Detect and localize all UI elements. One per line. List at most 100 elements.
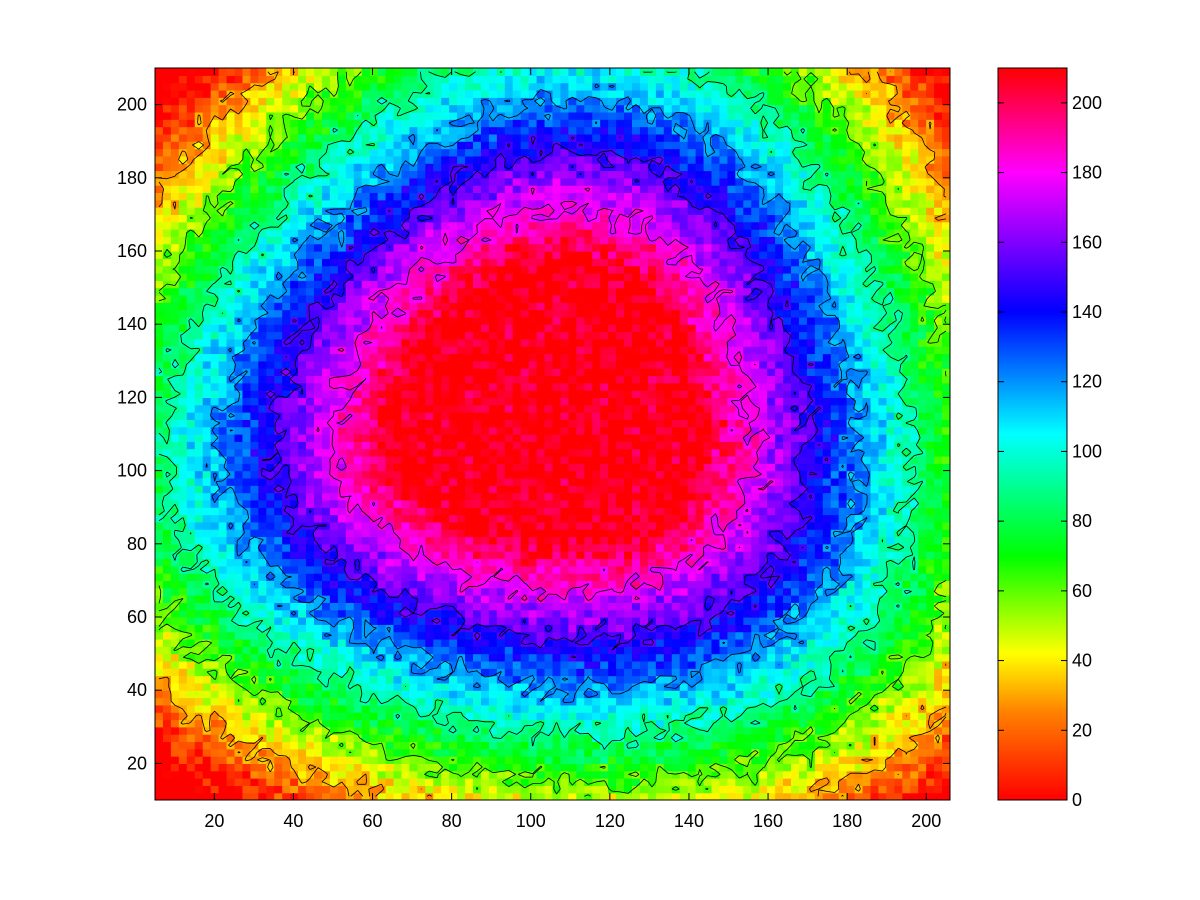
- heatmap-cell: [806, 587, 816, 596]
- heatmap-cell: [775, 624, 784, 633]
- heatmap-cell: [242, 551, 251, 560]
- heatmap-cell: [504, 448, 514, 457]
- heatmap-cell: [194, 792, 204, 800]
- heatmap-cell: [759, 609, 768, 618]
- heatmap-cell: [425, 470, 434, 479]
- heatmap-cell: [417, 653, 426, 662]
- heatmap-cell: [178, 690, 188, 699]
- heatmap-cell: [830, 653, 840, 662]
- heatmap-cell: [576, 602, 585, 611]
- heatmap-cell: [576, 448, 585, 457]
- heatmap-cell: [480, 609, 490, 618]
- heatmap-cell: [719, 521, 728, 530]
- heatmap-cell: [433, 543, 442, 552]
- heatmap-cell: [337, 558, 347, 567]
- heatmap-cell: [608, 551, 617, 560]
- heatmap-cell: [465, 536, 474, 545]
- heatmap-cell: [369, 638, 379, 647]
- heatmap-cell: [616, 682, 625, 691]
- heatmap-cell: [306, 617, 315, 625]
- heatmap-cell: [568, 448, 577, 457]
- heatmap-cell: [663, 785, 673, 794]
- heatmap-cell: [314, 543, 323, 552]
- heatmap-cell: [218, 507, 228, 516]
- heatmap-cell: [290, 682, 299, 691]
- heatmap-cell: [568, 499, 577, 508]
- heatmap-cell: [711, 638, 721, 647]
- heatmap-cell: [814, 785, 824, 794]
- heatmap-cell: [918, 609, 927, 618]
- heatmap-cell: [608, 697, 617, 706]
- heatmap-cell: [473, 551, 482, 560]
- heatmap-cell: [329, 675, 339, 684]
- heatmap-cell: [441, 536, 450, 545]
- heatmap-cell: [655, 646, 665, 655]
- heatmap-cell: [703, 770, 713, 779]
- heatmap-cell: [544, 617, 554, 625]
- heatmap-cell: [449, 477, 458, 486]
- heatmap-cell: [473, 609, 482, 618]
- heatmap-cell: [942, 499, 950, 508]
- heatmap-cell: [544, 602, 554, 611]
- heatmap-cell: [329, 763, 339, 772]
- heatmap-cell: [194, 690, 204, 699]
- heatmap-cell: [695, 778, 705, 786]
- heatmap-cell: [727, 602, 736, 611]
- heatmap-cell: [202, 704, 212, 713]
- heatmap-cell: [624, 756, 633, 764]
- heatmap-cell: [791, 595, 800, 603]
- heatmap-cell: [528, 712, 538, 721]
- heatmap-cell: [846, 580, 856, 589]
- heatmap-cell: [830, 726, 840, 735]
- heatmap-cell: [735, 763, 744, 772]
- heatmap-cell: [632, 551, 641, 560]
- heatmap-cell: [632, 726, 641, 735]
- heatmap-cell: [624, 646, 633, 655]
- heatmap-cell: [592, 565, 601, 574]
- heatmap-cell: [934, 521, 943, 530]
- heatmap-cell: [210, 704, 220, 713]
- heatmap-cell: [337, 565, 347, 574]
- heatmap-cell: [393, 682, 403, 691]
- heatmap-cell: [274, 785, 283, 794]
- heatmap-cell: [608, 653, 617, 662]
- heatmap-cell: [202, 551, 212, 560]
- heatmap-cell: [600, 763, 609, 772]
- heatmap-cell: [337, 507, 347, 516]
- heatmap-cell: [759, 675, 768, 684]
- heatmap-cell: [870, 580, 880, 589]
- heatmap-cell: [886, 653, 895, 662]
- heatmap-cell: [767, 551, 776, 560]
- heatmap-cell: [337, 448, 347, 457]
- heatmap-cell: [337, 770, 347, 779]
- heatmap-cell: [306, 434, 315, 442]
- heatmap-cell: [194, 595, 204, 603]
- heatmap-cell: [417, 778, 426, 786]
- heatmap-cell: [743, 778, 752, 786]
- heatmap-cell: [314, 697, 323, 706]
- heatmap-cell: [218, 741, 228, 750]
- heatmap-cell: [632, 521, 641, 530]
- heatmap-cell: [846, 668, 856, 677]
- heatmap-cell: [783, 785, 792, 794]
- heatmap-cell: [894, 492, 903, 501]
- heatmap-cell: [242, 587, 251, 596]
- heatmap-cell: [910, 492, 919, 501]
- heatmap-cell: [441, 558, 450, 567]
- heatmap-cell: [854, 668, 864, 677]
- heatmap-cell: [695, 748, 705, 757]
- heatmap-cell: [226, 712, 236, 721]
- heatmap-cell: [512, 617, 522, 625]
- heatmap-cell: [425, 792, 434, 800]
- heatmap-cell: [345, 631, 355, 640]
- heatmap-cell: [902, 675, 911, 684]
- heatmap-cell: [544, 477, 554, 486]
- heatmap-cell: [441, 631, 450, 640]
- heatmap-cell: [552, 580, 562, 589]
- heatmap-cell: [671, 653, 681, 662]
- heatmap-cell: [473, 492, 482, 501]
- heatmap-cell: [894, 602, 903, 611]
- heatmap-cell: [329, 682, 339, 691]
- heatmap-cell: [727, 463, 736, 472]
- heatmap-cell: [306, 792, 315, 800]
